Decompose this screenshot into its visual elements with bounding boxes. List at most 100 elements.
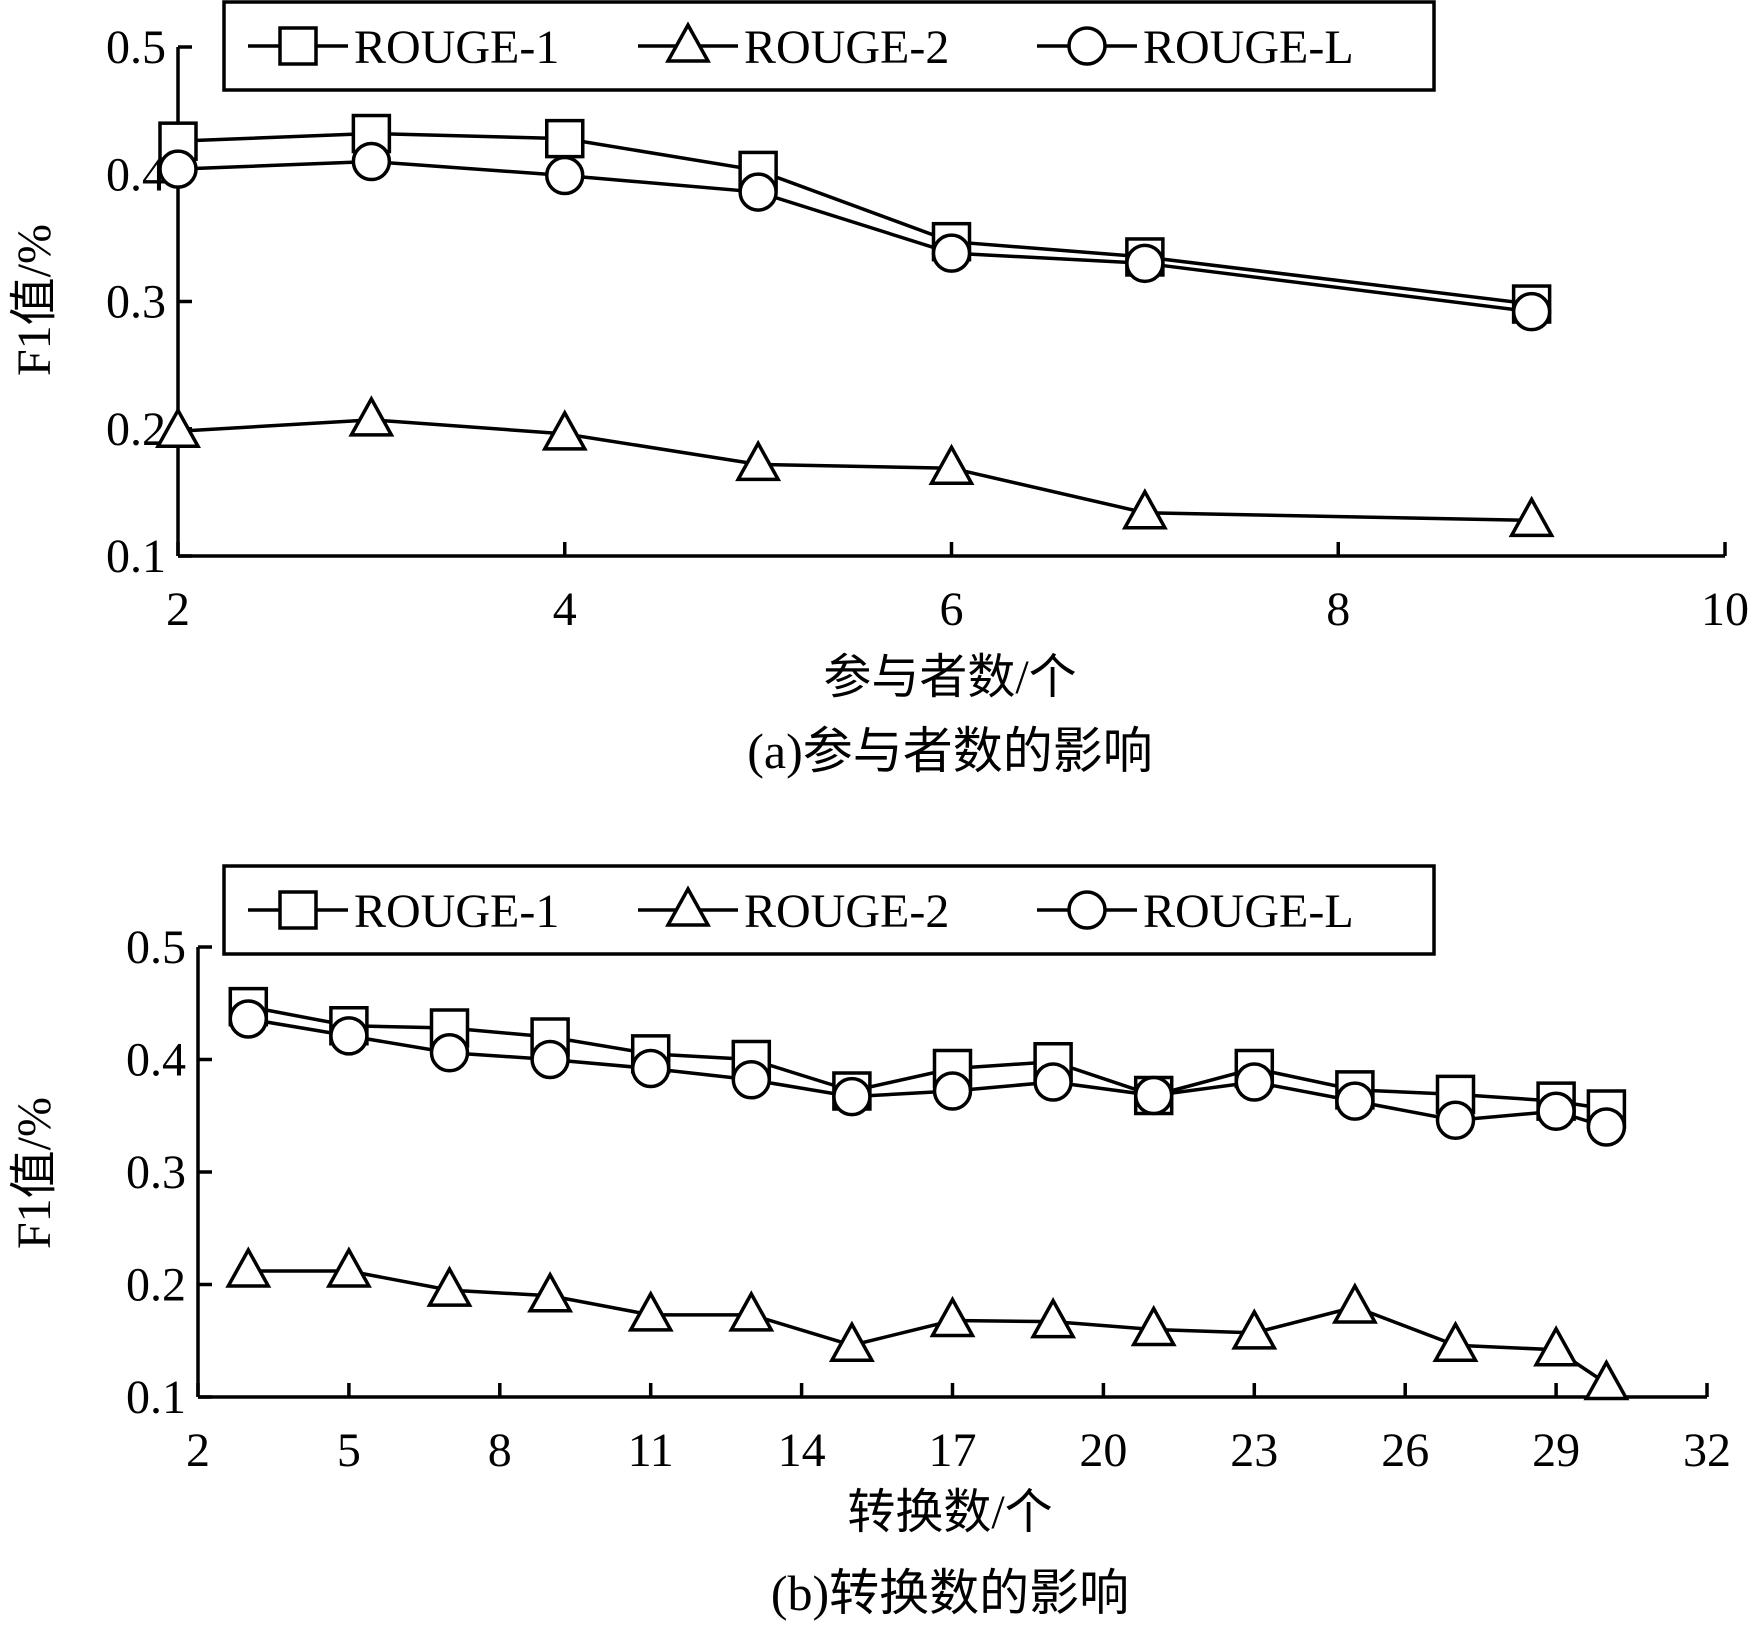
data-point — [1432, 1320, 1479, 1362]
data-point — [1533, 1325, 1580, 1367]
legend-box — [222, 864, 1436, 956]
x-tick-label: 26 — [1381, 1424, 1429, 1477]
data-point — [1033, 1062, 1073, 1102]
x-tick-label: 8 — [488, 1424, 512, 1477]
data-point — [928, 443, 975, 485]
x-axis-title: 参与者数/个 — [823, 651, 1076, 704]
legend: ROUGE-1 ROUGE-2 ROUGE-L — [222, 0, 1436, 92]
x-tick-label: 11 — [628, 1424, 674, 1477]
data-point — [828, 1320, 875, 1362]
data-point — [348, 395, 395, 437]
y-axis-title: F1值/% — [8, 1097, 61, 1249]
data-point — [329, 1016, 369, 1056]
x-tick-label: 4 — [553, 583, 577, 636]
data-point — [228, 999, 269, 1039]
x-tick-label: 5 — [337, 1424, 361, 1477]
data-point — [426, 1265, 473, 1307]
legend: ROUGE-1 ROUGE-2 ROUGE-L — [222, 864, 1436, 956]
y-tick-label: 0.4 — [126, 1034, 186, 1087]
data-point — [545, 155, 585, 196]
chart-panel-a: 0.10.20.30.40.52 4 6 8 10F1值/%参与者数/个(a)参与者数的… — [8, 0, 1749, 779]
y-axis-title: F1值/% — [8, 224, 61, 376]
x-tick-label: 2 — [166, 583, 190, 636]
series-rouge-2 — [225, 1246, 1630, 1401]
data-point — [1331, 1282, 1378, 1324]
y-tick-label: 0.2 — [126, 1259, 186, 1312]
legend-marker-icon — [665, 885, 711, 927]
legend-label: ROUGE-1 — [354, 21, 559, 74]
data-point — [1234, 1062, 1275, 1102]
x-tick-label: 8 — [1326, 583, 1350, 636]
data-point — [1133, 1075, 1174, 1116]
data-point — [931, 233, 972, 273]
data-point — [1511, 291, 1552, 332]
x-tick-label: 23 — [1230, 1424, 1278, 1477]
data-point — [545, 118, 585, 159]
data-point — [627, 1290, 674, 1332]
series-rouge-l — [158, 141, 1552, 332]
data-point — [932, 1071, 973, 1111]
x-tick-label: 17 — [929, 1424, 977, 1477]
legend-box — [222, 0, 1436, 92]
data-point — [1435, 1100, 1476, 1140]
y-tick-label: 0.1 — [106, 530, 166, 583]
legend-label: ROUGE-L — [1143, 885, 1354, 938]
y-tick-label: 0.1 — [126, 1371, 186, 1424]
chart-panel-b: 0.1 0.2 0.3 0.4 0.5 2 5 8 11 14 17 20 23 26 29 32 F1值/% 转… — [8, 864, 1731, 1621]
data-point — [1130, 1304, 1177, 1347]
legend-marker-icon — [1067, 26, 1107, 66]
x-tick-label: 2 — [186, 1424, 210, 1477]
y-tick-label: 0.4 — [106, 148, 166, 201]
data-point — [1231, 1308, 1278, 1350]
data-point — [527, 1271, 574, 1313]
data-point — [541, 409, 588, 451]
x-axis-title: 转换数/个 — [847, 1486, 1052, 1539]
legend-marker-icon — [1067, 890, 1107, 930]
data-point — [630, 1048, 671, 1089]
data-point — [1508, 495, 1555, 538]
y-tick-label: 0.3 — [126, 1146, 186, 1199]
x-tick-label: 20 — [1079, 1424, 1127, 1477]
data-point — [735, 439, 782, 482]
x-tick-label: 14 — [778, 1424, 826, 1477]
data-point — [1536, 1091, 1576, 1131]
data-point — [1586, 1107, 1627, 1147]
y-tick-label: 0.5 — [126, 921, 186, 974]
data-point — [731, 1060, 772, 1100]
data-point — [429, 1033, 470, 1073]
data-point — [325, 1246, 372, 1288]
legend-label: ROUGE-1 — [354, 885, 559, 938]
data-point — [530, 1039, 570, 1080]
x-tick-label: 10 — [1701, 583, 1749, 636]
legend-label: ROUGE-L — [1143, 21, 1354, 74]
legend-label: ROUGE-2 — [744, 885, 949, 938]
data-point — [832, 1076, 872, 1117]
data-point — [728, 1290, 775, 1332]
figure-caption: (a)参与者数的影响 — [747, 723, 1153, 779]
data-point — [1335, 1081, 1375, 1121]
data-point — [351, 141, 392, 182]
data-point — [1583, 1358, 1630, 1401]
figure-caption: (b)转换数的影响 — [771, 1565, 1129, 1621]
data-point — [1121, 488, 1168, 530]
x-tick-label: 6 — [940, 583, 964, 636]
data-point — [158, 149, 198, 189]
legend-marker-icon — [278, 26, 318, 66]
y-tick-label: 0.5 — [106, 21, 166, 74]
series-line — [177, 159, 1532, 314]
data-point — [1030, 1297, 1077, 1339]
legend-label: ROUGE-2 — [744, 21, 949, 74]
series-rouge-l — [228, 999, 1627, 1147]
y-tick-label: 0.3 — [106, 276, 166, 329]
data-point — [155, 406, 201, 449]
x-tick-label: 32 — [1683, 1424, 1731, 1477]
data-point — [225, 1246, 272, 1288]
legend-marker-icon — [278, 890, 318, 930]
series-rouge-2 — [155, 395, 1555, 538]
data-point — [1125, 243, 1165, 284]
data-point — [738, 172, 778, 212]
legend-marker-icon — [665, 21, 711, 63]
data-point — [929, 1295, 976, 1338]
x-tick-label: 29 — [1532, 1424, 1580, 1477]
